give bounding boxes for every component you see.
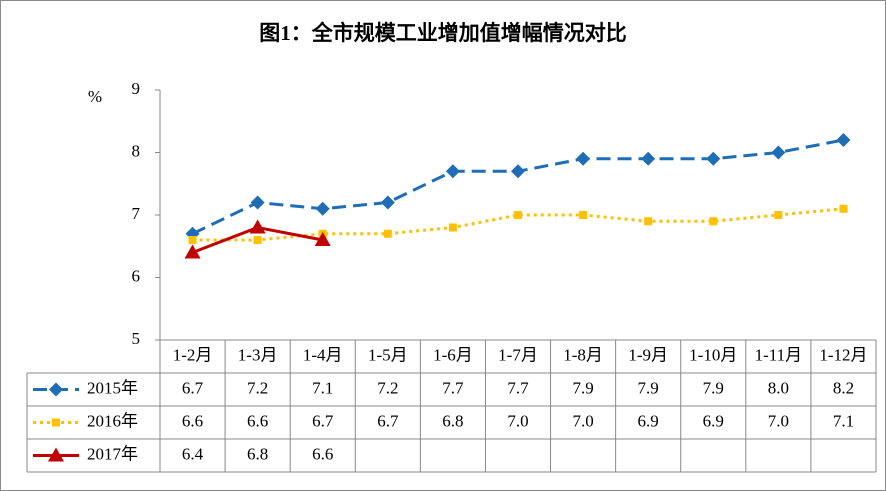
x-tick-label: 1-5月 (368, 345, 408, 364)
marker (836, 133, 851, 147)
table-value: 7.9 (638, 378, 659, 397)
marker (445, 164, 460, 179)
marker (641, 151, 656, 166)
marker (315, 201, 330, 216)
table-value: 7.1 (833, 411, 854, 430)
table-value: 6.7 (312, 411, 334, 430)
legend-label: 2015年 (87, 378, 138, 397)
legend-label: 2017年 (87, 444, 138, 463)
table-value: 7.9 (572, 378, 593, 397)
table-value: 6.4 (182, 444, 204, 463)
table-value: 6.8 (442, 411, 463, 430)
marker (380, 195, 395, 210)
marker (839, 204, 848, 213)
x-tick-label: 1-6月 (433, 345, 473, 364)
table-value: 7.0 (768, 411, 789, 430)
x-tick-label: 1-10月 (689, 345, 737, 364)
table-value: 7.2 (247, 378, 268, 397)
marker (448, 223, 457, 232)
marker (514, 211, 522, 219)
marker (49, 382, 63, 397)
table-value: 6.8 (247, 444, 268, 463)
x-tick-label: 1-12月 (819, 345, 867, 364)
table-value: 7.2 (377, 378, 398, 397)
marker (576, 151, 591, 166)
table-value: 6.6 (312, 444, 333, 463)
marker (383, 229, 392, 238)
marker (771, 145, 786, 160)
marker (249, 219, 266, 234)
table-value: 6.6 (182, 411, 203, 430)
table-value: 6.7 (182, 378, 204, 397)
x-tick-label: 1-8月 (563, 345, 603, 364)
legend-label: 2016年 (87, 411, 138, 430)
marker (644, 217, 653, 226)
y-axis-label: % (88, 87, 102, 106)
table-value: 8.2 (833, 378, 854, 397)
marker (48, 447, 64, 462)
table-value: 8.0 (768, 378, 789, 397)
y-tick-label: 6 (132, 266, 141, 285)
x-tick-label: 1-7月 (498, 345, 538, 364)
x-tick-label: 1-4月 (303, 345, 343, 364)
table-value: 7.7 (442, 378, 464, 397)
x-tick-label: 1-2月 (173, 345, 213, 364)
table-value: 7.7 (507, 378, 529, 397)
marker (188, 236, 197, 244)
marker (706, 151, 721, 166)
marker (52, 418, 60, 427)
y-tick-label: 9 (132, 79, 141, 98)
x-tick-label: 1-9月 (628, 345, 668, 364)
y-tick-label: 7 (132, 204, 141, 223)
table-value: 7.0 (572, 411, 593, 430)
marker (579, 211, 588, 219)
chart-title: 图1：全市规模工业增加值增幅情况对比 (259, 21, 627, 45)
table-value: 7.0 (507, 411, 528, 430)
table-value: 6.6 (247, 411, 268, 430)
y-tick-label: 8 (132, 141, 141, 160)
marker (774, 211, 783, 219)
x-tick-label: 1-3月 (238, 345, 278, 364)
marker (314, 232, 331, 246)
table-value: 7.1 (312, 378, 333, 397)
marker (250, 195, 265, 210)
marker (253, 236, 262, 244)
marker (709, 217, 718, 226)
x-tick-label: 1-11月 (755, 345, 803, 364)
marker (511, 164, 525, 179)
marker (184, 244, 201, 259)
y-tick-label: 5 (132, 329, 141, 348)
table-value: 7.9 (703, 378, 724, 397)
table-value: 6.7 (377, 411, 399, 430)
table-value: 6.9 (703, 411, 724, 430)
table-value: 6.9 (638, 411, 659, 430)
